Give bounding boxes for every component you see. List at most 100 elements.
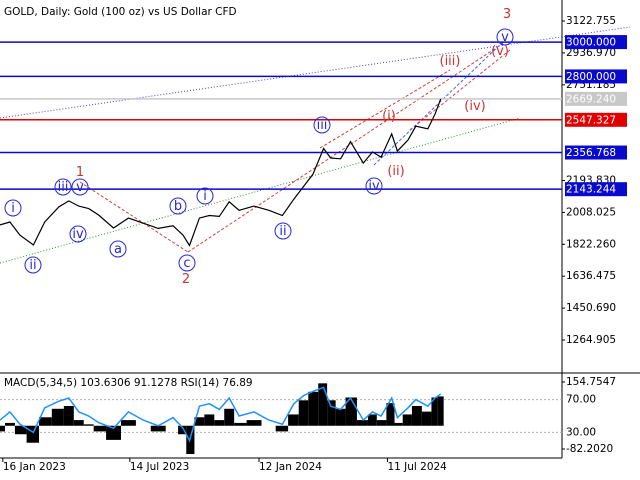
y-tick-label: 1264.905	[566, 334, 616, 346]
level-label-box	[565, 112, 627, 127]
y-tick-label: 1636.475	[566, 270, 616, 282]
macd-bar	[411, 405, 422, 426]
macd-bar	[431, 397, 438, 426]
price-line	[0, 98, 442, 247]
level-label: 2356.768	[566, 147, 616, 159]
y2-tick-label: 70.00	[566, 394, 596, 406]
macd-bar	[214, 420, 225, 426]
macd-bar	[204, 414, 215, 426]
level-label-box	[565, 182, 627, 197]
wave-label: iv	[72, 227, 84, 242]
trend-line	[0, 26, 631, 119]
y-tick-label: 1450.690	[566, 302, 616, 314]
macd-bar	[437, 396, 444, 426]
wave-label: iv	[368, 179, 380, 194]
macd-bar	[386, 403, 395, 426]
macd-bar	[345, 397, 357, 426]
wave-label: 2	[182, 272, 190, 287]
macd-bar	[275, 425, 289, 432]
macd-bar	[51, 408, 64, 426]
indicator-title: MACD(5,34,5) 103.6306 91.1278 RSI(14) 76…	[4, 377, 253, 389]
y-tick-label: 154.7547	[566, 376, 616, 388]
y-tick-label: 2008.025	[566, 206, 616, 218]
macd-bar	[246, 420, 262, 426]
level-label-box	[565, 35, 627, 50]
wave-circle	[178, 254, 196, 272]
wave-label: v	[76, 180, 84, 195]
wave-label: b	[174, 199, 182, 214]
macd-bar	[318, 383, 328, 426]
macd-bar	[106, 425, 121, 440]
wave-circle	[4, 199, 22, 217]
macd-bar	[308, 391, 319, 426]
macd-bar	[120, 420, 136, 426]
wave-label: i	[203, 189, 207, 204]
level-label-box	[565, 145, 627, 160]
x-tick-label: 11 Jul 2024	[387, 461, 447, 473]
wave-circle	[69, 225, 87, 243]
y-tick-label: 2936.970	[566, 47, 616, 59]
level-label: 2143.244	[566, 184, 616, 196]
wave-label: a	[114, 242, 122, 257]
macd-bar	[0, 425, 5, 432]
wave-label: ii	[279, 224, 286, 239]
macd-bar	[298, 400, 309, 426]
wave-label: (iii)	[440, 54, 461, 69]
macd-bar	[234, 422, 247, 426]
wave-line	[409, 49, 511, 131]
wave-label: (i)	[382, 109, 396, 124]
chart-title: GOLD, Daily: Gold (100 oz) vs US Dollar …	[4, 6, 237, 18]
wave-line	[79, 181, 189, 253]
macd-bar	[83, 424, 94, 426]
macd-bar	[356, 420, 368, 426]
y-tick-label: 3122.755	[566, 15, 616, 27]
wave-circle	[274, 222, 292, 240]
macd-bar	[288, 414, 299, 426]
macd-bar	[367, 414, 377, 426]
wave-label: v	[501, 30, 509, 45]
macd-bar	[26, 425, 40, 443]
x-tick-label: 16 Jan 2023	[3, 461, 66, 473]
y2-tick-label: 30.00	[566, 426, 596, 438]
wave-label: (ii)	[387, 164, 404, 179]
wave-label: ii	[29, 258, 36, 273]
wave-circle	[54, 178, 72, 196]
level-label-box	[565, 69, 627, 84]
wave-label: (iv)	[464, 99, 485, 114]
wave-label: i	[11, 201, 15, 216]
level-label: 2669.240	[566, 93, 616, 105]
x-tick-label: 12 Jan 2024	[259, 461, 322, 473]
level-label: 2800.000	[566, 71, 616, 83]
wave-label: iii	[58, 180, 69, 195]
level-label: 3000.000	[566, 37, 616, 49]
wave-circle	[196, 187, 214, 205]
y-tick-label: 1822.260	[566, 238, 616, 250]
macd-bar	[39, 417, 52, 426]
wave-label: 3	[503, 7, 511, 22]
macd-bar	[63, 405, 74, 426]
wave-label: (v)	[491, 44, 509, 59]
macd-bar	[376, 420, 387, 426]
wave-circle	[24, 256, 42, 274]
wave-label: 1	[76, 165, 84, 180]
wave-circle	[71, 178, 89, 196]
macd-bar	[93, 425, 107, 432]
macd-bar	[402, 414, 412, 426]
wave-label: iii	[317, 118, 328, 133]
macd-bar	[14, 425, 27, 435]
macd-bar	[73, 420, 84, 426]
level-label: 2547.327	[566, 114, 616, 126]
macd-bar	[394, 422, 403, 426]
wave-circle	[169, 197, 187, 215]
macd-bar	[335, 408, 346, 426]
level-label-box	[565, 91, 627, 106]
macd-bar	[178, 425, 187, 435]
macd-bar	[194, 417, 205, 426]
wave-circle	[109, 240, 127, 258]
macd-bar	[150, 425, 166, 432]
wave-line	[319, 69, 451, 149]
macd-bar	[421, 411, 432, 426]
rsi-line	[0, 386, 442, 443]
wave-circle	[365, 177, 383, 195]
